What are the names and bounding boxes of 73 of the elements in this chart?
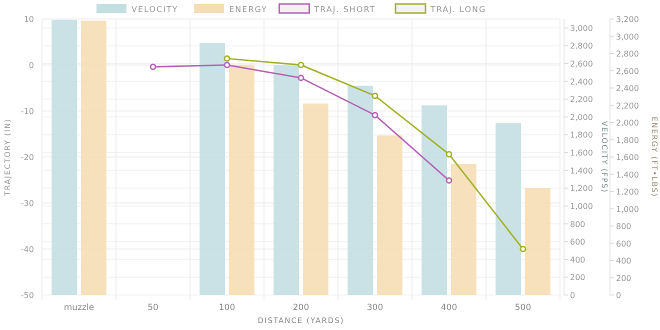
- legend-label: TRAJ. LONG: [430, 5, 486, 14]
- y2-tick-label: 2,400: [570, 77, 593, 86]
- x-tick-label: 100: [218, 303, 236, 313]
- y3-tick-label: 2,600: [616, 66, 639, 76]
- x-tick-label: 200: [292, 303, 310, 313]
- x-tick-label: 50: [148, 303, 158, 313]
- y2-tick-label: 800: [570, 220, 586, 229]
- y2-tick-label: 1,800: [570, 130, 593, 140]
- bar: [451, 164, 476, 295]
- bar: [81, 20, 106, 295]
- bar: [274, 65, 299, 295]
- y-tick-label: 0: [28, 61, 34, 70]
- y2-tick-label: 1,400: [570, 166, 593, 176]
- bar: [377, 135, 402, 295]
- y3-tick-label: 2,000: [616, 118, 639, 128]
- y2-tick-label: 1,200: [570, 184, 593, 194]
- y3-tick-label: 1,000: [616, 204, 639, 214]
- y3-tick-label: 3,200: [616, 15, 639, 24]
- y3-tick-label: 1,400: [616, 170, 639, 180]
- y2-tick-label: 2,200: [570, 95, 593, 104]
- y2-tick-label: 2,000: [570, 112, 593, 122]
- legend-label: VELOCITY: [132, 5, 178, 14]
- point: [372, 92, 378, 100]
- y2-tick-label: 400: [570, 255, 586, 264]
- y3-tick-label: 3,000: [616, 32, 639, 42]
- point: [446, 150, 452, 158]
- bar: [200, 43, 225, 295]
- point: [150, 64, 156, 70]
- bar: [303, 104, 328, 295]
- y2-tick-label: 0: [570, 291, 576, 300]
- y-tick-label: -30: [20, 199, 34, 208]
- y2-tick-label: 1,000: [570, 202, 593, 211]
- y2-tick-label: 2,600: [570, 60, 593, 69]
- legend-label: ENERGY: [229, 5, 268, 14]
- y3-tick-label: 1,200: [616, 188, 639, 196]
- y3-tick-label: 200: [616, 274, 632, 283]
- y3-tick-label: 2,400: [616, 84, 639, 93]
- point: [224, 55, 230, 62]
- point: [224, 62, 230, 68]
- y3-tick-label: 600: [616, 239, 632, 248]
- point: [298, 62, 304, 68]
- y2-tick-label: 3,000: [570, 24, 593, 33]
- y2-tick-label: 600: [570, 238, 586, 247]
- y-tick-label: 10: [24, 15, 34, 24]
- point: [520, 246, 526, 252]
- y2-tick-label: 200: [570, 273, 586, 282]
- y3-tick-label: 400: [616, 256, 632, 266]
- x-tick-label: muzzle: [64, 303, 94, 313]
- y2-tick-label: 1,600: [570, 148, 593, 158]
- y3-tick-label: 1,800: [616, 136, 639, 145]
- point: [446, 177, 452, 184]
- bar: [422, 105, 447, 295]
- y3-tick-label: 2,800: [616, 50, 639, 58]
- bar: [52, 20, 77, 295]
- y3-tick-label: 0: [616, 291, 622, 300]
- point: [298, 74, 304, 82]
- point: [372, 112, 378, 118]
- x-tick-label: 300: [366, 303, 384, 313]
- y3-tick-label: 800: [616, 222, 632, 231]
- bar: [525, 188, 550, 295]
- y-tick-label: -10: [20, 107, 34, 116]
- y2-tick-label: 2,800: [570, 42, 593, 51]
- y-tick-label: -20: [20, 153, 34, 162]
- x-tick-label: 500: [514, 303, 532, 313]
- y3-tick-label: 2,200: [616, 101, 639, 110]
- y-tick-label: -50: [20, 291, 34, 300]
- bar: [348, 86, 373, 295]
- legend-label: TRAJ. SHORT: [313, 5, 376, 14]
- y-tick-label: -40: [20, 245, 34, 254]
- bar: [229, 64, 254, 295]
- y3-tick-label: 1,600: [616, 153, 639, 162]
- x-tick-label: 400: [440, 303, 458, 313]
- bar: [496, 123, 521, 295]
